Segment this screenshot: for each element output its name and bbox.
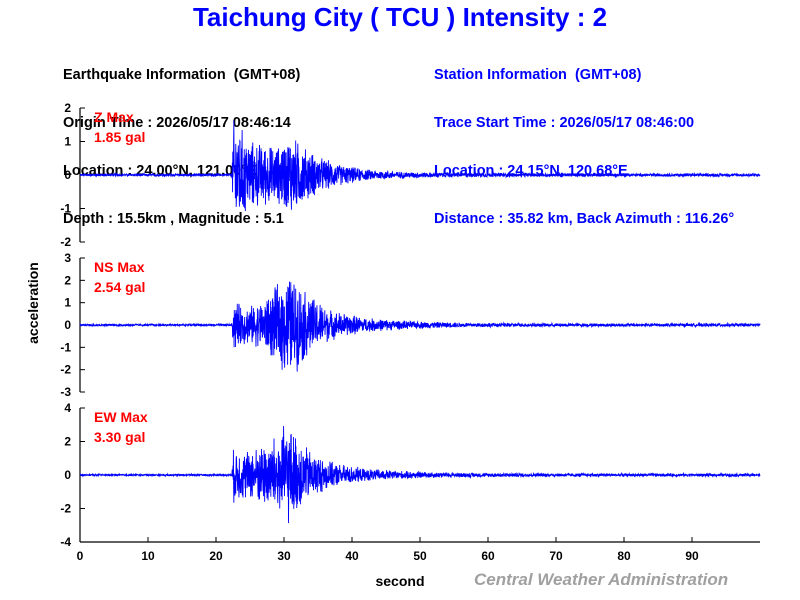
x-tick-label: 10 bbox=[141, 549, 155, 563]
ns-y-tick-label: 2 bbox=[64, 273, 71, 287]
z-y-tick-label: 1 bbox=[64, 135, 71, 149]
ns-max-label: NS Max bbox=[94, 259, 145, 275]
x-tick-label: 0 bbox=[77, 549, 84, 563]
trace-start-time: Trace Start Time : 2026/05/17 08:46:00 bbox=[434, 115, 695, 131]
ew-y-tick-label: 4 bbox=[64, 401, 71, 415]
x-tick-label: 60 bbox=[481, 549, 495, 563]
ew-y-tick-label: -4 bbox=[60, 535, 71, 549]
x-tick-label: 50 bbox=[413, 549, 427, 563]
z-y-tick-label: 0 bbox=[64, 168, 71, 182]
y-axis-label: acceleration bbox=[25, 262, 41, 344]
ew-y-tick-label: 0 bbox=[64, 468, 71, 482]
ns-y-tick-label: 3 bbox=[64, 251, 71, 265]
x-tick-label: 20 bbox=[209, 549, 223, 563]
x-axis-label: second bbox=[375, 573, 424, 589]
x-tick-label: 40 bbox=[345, 549, 359, 563]
ew-waveform bbox=[79, 426, 761, 524]
ns-waveform bbox=[79, 281, 761, 372]
x-tick-label: 90 bbox=[685, 549, 699, 563]
z-y-tick-label: 2 bbox=[64, 101, 71, 115]
ns-y-tick-label: 0 bbox=[64, 318, 71, 332]
ns-y-tick-label: -2 bbox=[60, 363, 71, 377]
z-max-label: Z Max bbox=[94, 109, 134, 125]
x-tick-label: 70 bbox=[549, 549, 563, 563]
ns-max-value: 2.54 gal bbox=[94, 279, 145, 295]
z-y-tick-label: -1 bbox=[60, 202, 71, 216]
ns-y-tick-label: -3 bbox=[60, 385, 71, 399]
z-waveform bbox=[79, 120, 761, 211]
station-info: Station Information (GMT+08) Trace Start… bbox=[434, 35, 734, 243]
depth-magnitude: Depth : 15.5km , Magnitude : 5.1 bbox=[63, 211, 284, 227]
ns-y-tick-label: -1 bbox=[60, 340, 71, 354]
ew-y-tick-label: 2 bbox=[64, 435, 71, 449]
z-max-value: 1.85 gal bbox=[94, 129, 145, 145]
x-tick-label: 80 bbox=[617, 549, 631, 563]
chart-title: Taichung City ( TCU ) Intensity : 2 bbox=[192, 2, 608, 32]
x-tick-label: 30 bbox=[277, 549, 291, 563]
agency-credit: Central Weather Administration bbox=[474, 570, 729, 589]
ns-y-tick-label: 1 bbox=[64, 296, 71, 310]
z-y-tick-label: -2 bbox=[60, 235, 71, 249]
station-heading: Station Information (GMT+08) bbox=[434, 67, 642, 83]
ew-max-label: EW Max bbox=[94, 409, 148, 425]
station-distance: Distance : 35.82 km, Back Azimuth : 116.… bbox=[434, 211, 735, 227]
origin-time: Origin Time : 2026/05/17 08:46:14 bbox=[63, 115, 291, 131]
ew-max-value: 3.30 gal bbox=[94, 429, 145, 445]
ew-y-tick-label: -2 bbox=[60, 502, 71, 516]
earthquake-heading: Earthquake Information (GMT+08) bbox=[63, 67, 301, 83]
